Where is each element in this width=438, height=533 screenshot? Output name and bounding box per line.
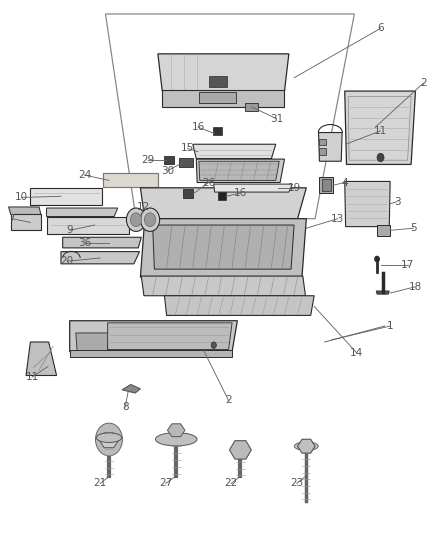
Text: 20: 20: [60, 256, 74, 266]
Polygon shape: [11, 214, 41, 230]
Text: 17: 17: [401, 261, 414, 270]
Polygon shape: [218, 192, 226, 200]
Polygon shape: [319, 139, 326, 146]
Polygon shape: [199, 92, 237, 103]
Text: 15: 15: [181, 143, 194, 154]
Polygon shape: [141, 188, 306, 219]
Polygon shape: [377, 225, 390, 236]
Polygon shape: [199, 161, 279, 180]
Polygon shape: [209, 76, 227, 87]
Polygon shape: [122, 384, 141, 393]
Ellipse shape: [155, 433, 197, 446]
Text: 31: 31: [270, 114, 283, 124]
Text: 14: 14: [350, 348, 363, 358]
Polygon shape: [318, 133, 342, 161]
Text: 26: 26: [202, 177, 215, 188]
Text: 8: 8: [122, 402, 128, 413]
Polygon shape: [230, 441, 251, 459]
Circle shape: [211, 342, 216, 349]
Polygon shape: [103, 173, 158, 187]
Circle shape: [127, 208, 146, 231]
Polygon shape: [179, 158, 193, 166]
Polygon shape: [319, 177, 333, 193]
Text: 27: 27: [159, 479, 173, 488]
Text: 2: 2: [420, 78, 427, 88]
Polygon shape: [46, 217, 130, 233]
Polygon shape: [158, 54, 289, 91]
Text: 10: 10: [15, 192, 28, 203]
Text: 23: 23: [290, 479, 304, 488]
Polygon shape: [164, 156, 174, 165]
Text: 19: 19: [287, 183, 301, 193]
Text: 5: 5: [410, 223, 417, 233]
Text: 13: 13: [331, 214, 344, 224]
Polygon shape: [164, 296, 314, 316]
Polygon shape: [61, 252, 140, 264]
Polygon shape: [196, 159, 285, 182]
Polygon shape: [76, 333, 109, 351]
Polygon shape: [30, 188, 102, 205]
Text: 11: 11: [25, 372, 39, 382]
Polygon shape: [193, 144, 276, 159]
Polygon shape: [213, 127, 222, 135]
Polygon shape: [141, 219, 306, 277]
Polygon shape: [63, 237, 141, 248]
Text: 12: 12: [137, 202, 151, 212]
Text: 16: 16: [191, 122, 205, 132]
Text: 22: 22: [225, 479, 238, 488]
Polygon shape: [70, 351, 232, 357]
Text: 3: 3: [394, 197, 400, 207]
Circle shape: [375, 256, 379, 262]
Polygon shape: [99, 433, 119, 448]
Polygon shape: [376, 291, 389, 294]
Polygon shape: [321, 179, 331, 191]
Polygon shape: [214, 184, 292, 192]
Polygon shape: [46, 208, 118, 216]
Text: 36: 36: [78, 238, 91, 247]
Polygon shape: [245, 103, 258, 111]
Text: 30: 30: [161, 166, 174, 176]
Text: 7: 7: [8, 214, 15, 224]
Circle shape: [131, 213, 142, 227]
Text: 4: 4: [342, 177, 348, 188]
Polygon shape: [297, 439, 315, 453]
Text: 6: 6: [377, 23, 384, 34]
Polygon shape: [167, 424, 185, 437]
Polygon shape: [9, 207, 41, 214]
Polygon shape: [26, 342, 57, 375]
Circle shape: [377, 154, 384, 162]
Text: 16: 16: [233, 188, 247, 198]
Polygon shape: [345, 181, 390, 227]
Polygon shape: [108, 323, 232, 350]
Polygon shape: [183, 189, 193, 198]
Ellipse shape: [294, 442, 318, 450]
Text: 18: 18: [409, 282, 422, 292]
Text: 11: 11: [374, 126, 387, 136]
Text: 29: 29: [141, 155, 155, 165]
Polygon shape: [345, 91, 416, 165]
Ellipse shape: [96, 433, 122, 442]
Polygon shape: [70, 321, 237, 352]
Polygon shape: [162, 90, 285, 107]
Circle shape: [141, 208, 159, 231]
Text: 2: 2: [225, 395, 232, 406]
Polygon shape: [152, 225, 294, 269]
Text: 21: 21: [94, 479, 107, 488]
Polygon shape: [141, 276, 305, 296]
Circle shape: [145, 213, 155, 227]
Text: 24: 24: [78, 170, 91, 180]
Text: 1: 1: [387, 321, 393, 331]
Circle shape: [95, 423, 123, 456]
Polygon shape: [319, 149, 326, 155]
Text: 9: 9: [67, 225, 73, 236]
